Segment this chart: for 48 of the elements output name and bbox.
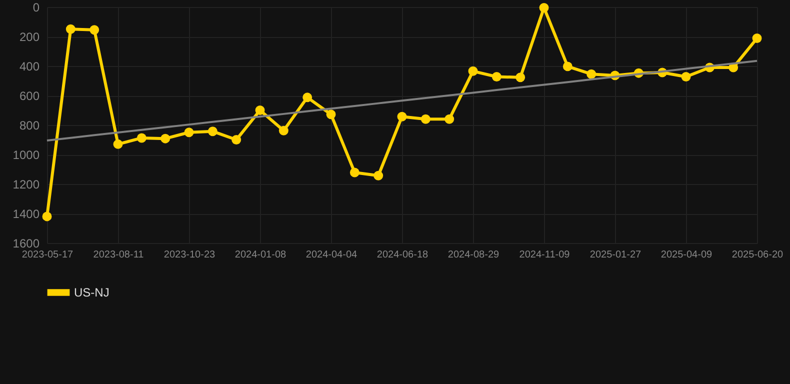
x-tick-label: 2024-08-29: [448, 250, 500, 260]
y-tick-label: 1000: [12, 148, 40, 162]
point: [113, 139, 123, 149]
line-series: [46, 60, 758, 142]
x-tick-label: 2023-05-17: [22, 250, 74, 260]
point: [208, 126, 218, 136]
y-tick-label: 200: [19, 30, 40, 44]
point: [516, 72, 526, 82]
x-tick-label: 2023-10-23: [164, 250, 216, 260]
point: [90, 25, 100, 35]
y-tick-label: 600: [19, 89, 40, 103]
point: [420, 114, 430, 124]
point: [66, 24, 76, 34]
point: [232, 135, 242, 144]
x-tick-label: 2024-06-18: [376, 250, 429, 260]
point: [255, 106, 265, 115]
x-tick-label: 2024-01-08: [234, 250, 287, 260]
point: [350, 168, 360, 178]
point: [752, 34, 762, 44]
x-tick-label: 2025-06-20: [732, 250, 784, 260]
point: [444, 114, 454, 124]
point: [397, 112, 407, 122]
point: [184, 128, 194, 138]
x-tick-label: 2024-04-04: [306, 250, 358, 260]
x-tick-label: 2025-04-09: [660, 250, 713, 260]
legend-label: US-NJ: [74, 286, 110, 300]
y-tick-label: 1400: [12, 207, 40, 221]
point: [374, 170, 384, 180]
y-tick-label: 400: [19, 60, 40, 74]
point: [586, 69, 596, 79]
x-tick-label: 2023-08-11: [93, 250, 144, 260]
point: [326, 110, 336, 120]
point: [468, 66, 478, 76]
point: [42, 212, 52, 222]
point: [681, 72, 691, 82]
point: [492, 72, 502, 82]
x-tick-label: 2024-11-09: [519, 250, 570, 260]
point: [160, 134, 170, 144]
y-tick-label: 800: [19, 118, 40, 132]
point: [302, 92, 312, 102]
y-tick-label: 1200: [12, 178, 40, 192]
point: [562, 62, 572, 72]
point: [539, 3, 549, 12]
point: [278, 126, 288, 136]
y-tick-label: 0: [32, 0, 40, 14]
point: [136, 133, 146, 143]
x-tick-label: 2025-01-27: [590, 250, 642, 260]
y-tick-label: 1600: [12, 236, 40, 250]
